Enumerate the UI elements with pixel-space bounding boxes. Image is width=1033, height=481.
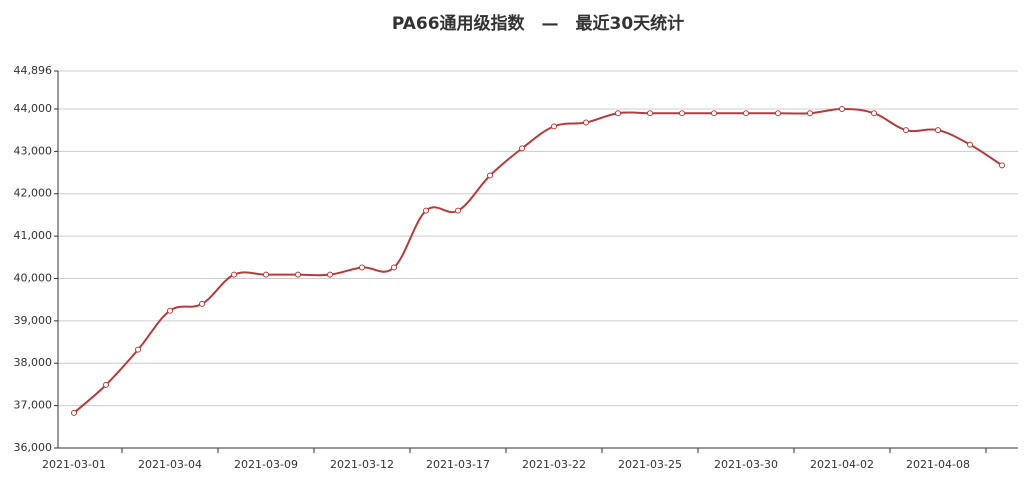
point bbox=[71, 409, 77, 416]
y-tick-label: 36,000 bbox=[14, 441, 53, 454]
point bbox=[967, 141, 973, 148]
y-tick-label: 44,000 bbox=[14, 102, 53, 115]
y-tick-label: 43,000 bbox=[14, 144, 53, 157]
y-tick-label: 44,896 bbox=[14, 64, 53, 77]
point bbox=[423, 207, 429, 214]
point bbox=[167, 307, 173, 314]
point bbox=[455, 207, 461, 214]
point bbox=[999, 162, 1005, 169]
point bbox=[615, 110, 621, 117]
y-tick-label: 38,000 bbox=[14, 356, 53, 369]
point bbox=[519, 145, 525, 152]
point bbox=[295, 271, 301, 278]
point bbox=[487, 172, 493, 179]
y-tick-label: 41,000 bbox=[14, 229, 53, 242]
point bbox=[263, 271, 269, 278]
x-tick-label: 2021-04-08 bbox=[906, 458, 970, 471]
x-tick-label: 2021-03-09 bbox=[234, 458, 298, 471]
point bbox=[327, 271, 333, 278]
x-tick-label: 2021-03-22 bbox=[522, 458, 586, 471]
point bbox=[135, 346, 141, 353]
point bbox=[711, 110, 717, 117]
x-tick-label: 2021-03-04 bbox=[138, 458, 202, 471]
point bbox=[103, 381, 109, 388]
point bbox=[199, 300, 205, 307]
point bbox=[743, 110, 749, 117]
x-tick-label: 2021-04-02 bbox=[810, 458, 874, 471]
series-line bbox=[73, 107, 1003, 414]
x-tick-label: 2021-03-25 bbox=[618, 458, 682, 471]
y-tick-label: 40,000 bbox=[14, 271, 53, 284]
point bbox=[391, 264, 397, 271]
point bbox=[647, 110, 653, 117]
point bbox=[775, 110, 781, 117]
x-tick-label: 2021-03-17 bbox=[426, 458, 490, 471]
point bbox=[839, 105, 845, 112]
y-tick-label: 37,000 bbox=[14, 399, 53, 412]
point bbox=[231, 271, 237, 278]
point bbox=[583, 119, 589, 126]
point bbox=[871, 110, 877, 117]
x-tick-label: 2021-03-30 bbox=[714, 458, 778, 471]
point bbox=[903, 127, 909, 134]
point bbox=[551, 123, 557, 130]
y-tick-label: 42,000 bbox=[14, 187, 53, 200]
point bbox=[359, 264, 365, 271]
x-tick-label: 2021-03-01 bbox=[42, 458, 106, 471]
chart-title: PA66通用级指数 — 最近30天统计 bbox=[392, 13, 684, 34]
point bbox=[807, 110, 813, 117]
point bbox=[679, 110, 685, 117]
point bbox=[935, 127, 941, 134]
x-tick-label: 2021-03-12 bbox=[330, 458, 394, 471]
y-tick-label: 39,000 bbox=[14, 314, 53, 327]
